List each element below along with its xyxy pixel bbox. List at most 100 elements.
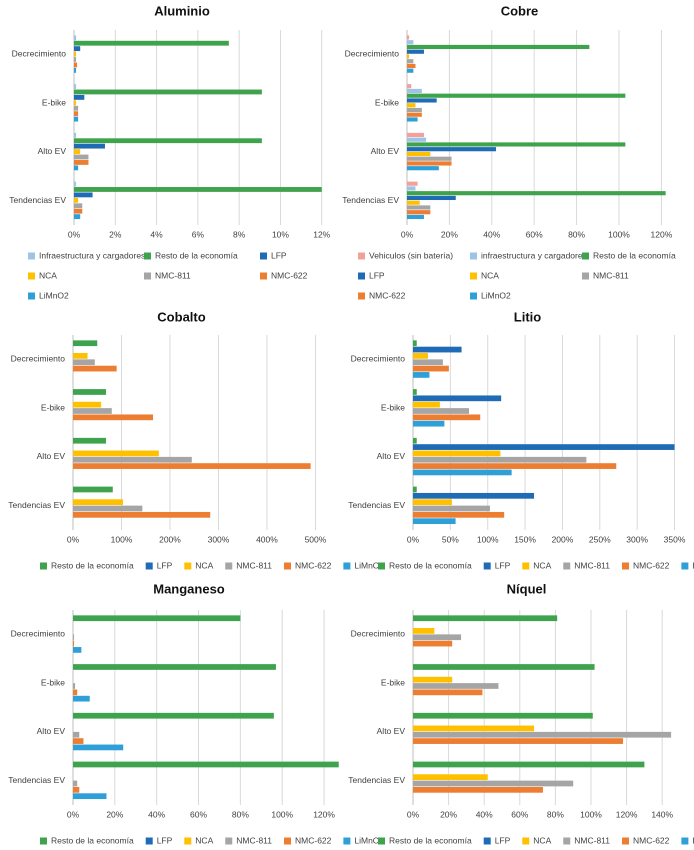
bar: [413, 469, 512, 476]
bar: [407, 59, 414, 64]
legend-swatch: [225, 837, 233, 845]
bar: [407, 68, 414, 73]
bar: [73, 731, 80, 738]
bar: [73, 408, 112, 414]
legend-swatch: [522, 837, 530, 845]
chart-title: Níquel: [507, 581, 547, 596]
legend-label: LFP: [271, 250, 287, 260]
bar: [413, 640, 453, 647]
category-label: Alto EV: [377, 451, 406, 461]
bar: [73, 761, 339, 768]
legend-swatch: [470, 272, 477, 280]
x-tick-label: 0%: [407, 809, 420, 819]
x-tick-label: 80%: [568, 229, 585, 239]
legend-swatch: [582, 272, 589, 280]
legend-label: NCA: [533, 835, 551, 845]
x-tick-label: 40%: [148, 809, 165, 819]
legend-swatch: [284, 562, 291, 570]
category-label: Alto EV: [37, 726, 66, 736]
bar: [74, 105, 79, 111]
bar: [74, 51, 77, 57]
bar: [73, 499, 123, 506]
legend-swatch: [284, 837, 291, 845]
bar: [413, 499, 452, 506]
legend-swatch: [184, 562, 192, 570]
category-label: Decrecimiento: [11, 629, 66, 639]
legend-label: NMC-622: [633, 835, 670, 845]
category-label: E-bike: [375, 97, 399, 107]
x-tick-label: 0%: [67, 809, 80, 819]
bar: [413, 738, 624, 744]
bar: [413, 463, 617, 469]
category-label: Tendencias EV: [348, 500, 405, 510]
category-label: Decrecimiento: [351, 354, 406, 364]
legend-label: LFP: [495, 835, 511, 845]
bar: [407, 181, 418, 186]
x-tick-label: 100%: [111, 534, 133, 544]
bar: [74, 35, 77, 41]
legend-label: NMC-811: [236, 560, 272, 570]
bar: [73, 401, 102, 408]
legend-label: Resto de la economía: [155, 250, 238, 260]
bar: [73, 511, 211, 518]
legend-swatch: [582, 252, 589, 260]
bar: [73, 786, 80, 793]
bar: [407, 161, 452, 166]
legend-label: LiMnO2: [354, 560, 384, 570]
legend-label: LFP: [157, 560, 173, 570]
legend-swatch: [260, 252, 267, 260]
legend-label: NCA: [481, 270, 499, 280]
x-tick-label: 120%: [616, 809, 638, 819]
legend-label: Resto de la economía: [593, 250, 676, 260]
x-tick-label: 100%: [271, 809, 293, 819]
bar: [73, 634, 75, 641]
bar: [74, 203, 83, 209]
category-label: Decrecimiento: [345, 49, 400, 59]
x-tick-label: 60%: [526, 229, 543, 239]
bar: [73, 486, 113, 493]
legend-label: NCA: [39, 270, 57, 280]
legend-label: NMC-622: [271, 270, 308, 280]
bar: [413, 628, 435, 634]
legend-label: NCA: [533, 560, 551, 570]
bar: [407, 44, 590, 50]
legend-swatch: [343, 837, 351, 845]
bar: [413, 359, 443, 366]
bar: [407, 35, 410, 40]
x-tick-label: 4%: [150, 229, 163, 239]
x-tick-label: 10%: [272, 229, 289, 239]
chart-title: Litio: [514, 309, 541, 324]
bar: [407, 132, 424, 138]
x-tick-label: 40%: [476, 809, 493, 819]
legend-label: LiMnO2: [692, 560, 694, 570]
legend-swatch: [358, 272, 365, 280]
legend-swatch: [144, 252, 151, 260]
bar: [407, 205, 431, 210]
bar: [74, 46, 81, 52]
x-tick-label: 500%: [305, 534, 327, 544]
bar: [413, 676, 453, 683]
bar: [407, 107, 422, 113]
legend-label: LFP: [495, 560, 511, 570]
bar: [413, 511, 505, 518]
bar: [413, 615, 558, 622]
bar: [74, 89, 262, 95]
bar: [73, 689, 78, 696]
x-tick-label: 300%: [626, 534, 648, 544]
bar: [73, 615, 241, 622]
bar: [74, 132, 77, 138]
bar: [413, 340, 417, 347]
bar: [413, 365, 449, 372]
bar: [407, 54, 410, 59]
chart-title: Aluminio: [154, 3, 210, 18]
x-tick-label: 0%: [401, 229, 414, 239]
bar: [74, 111, 79, 117]
legend-swatch: [622, 562, 629, 570]
x-tick-label: 8%: [233, 229, 246, 239]
bar: [74, 100, 77, 106]
bar: [407, 200, 420, 205]
bar: [74, 67, 77, 73]
x-tick-label: 2%: [109, 229, 122, 239]
bar: [74, 192, 93, 198]
